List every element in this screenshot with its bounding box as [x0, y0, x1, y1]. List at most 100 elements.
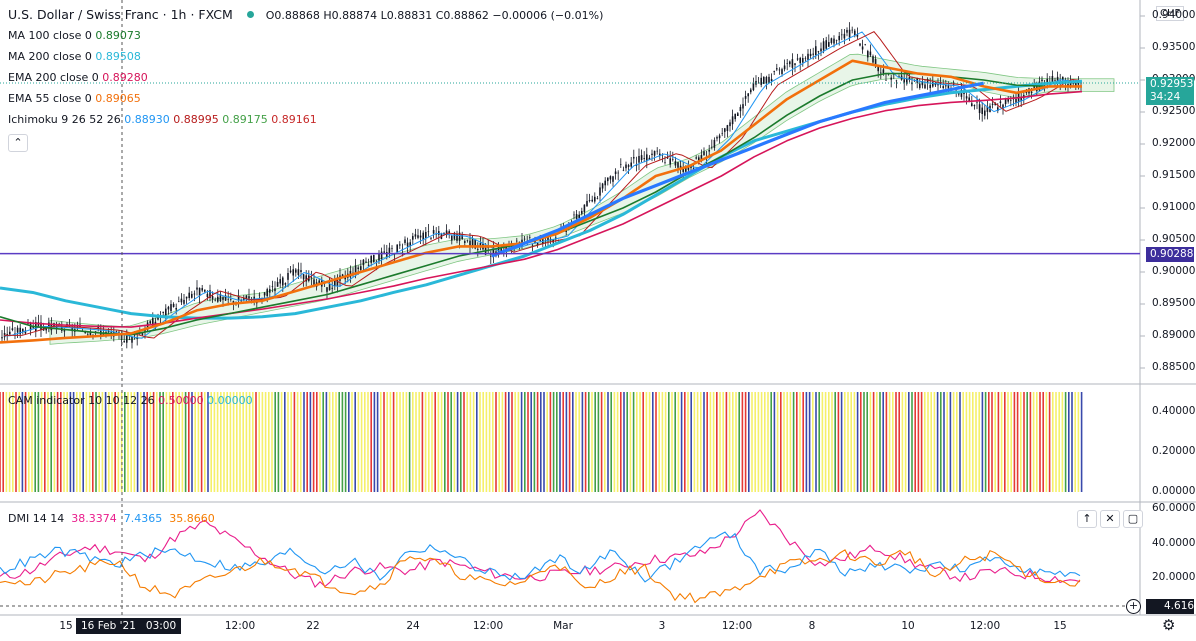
- candle-body: [807, 53, 809, 60]
- indicator-value: 0.89073: [95, 29, 141, 42]
- dmi-label: DMI 14 14: [8, 512, 65, 525]
- candle-body: [890, 77, 892, 80]
- candle-body: [22, 328, 24, 332]
- price-lines: [0, 31, 1083, 344]
- candle-body: [300, 270, 302, 272]
- time-tick-label: 12:00: [969, 620, 1001, 632]
- candle-body: [1015, 98, 1017, 103]
- candle-body: [227, 298, 229, 300]
- indicator-value: 0.89161: [271, 113, 317, 126]
- candle-body: [976, 101, 978, 103]
- candle-body: [367, 264, 370, 266]
- candle-body: [414, 234, 417, 237]
- candle-body: [802, 58, 804, 63]
- candle-body: [128, 339, 131, 340]
- candle-body: [542, 237, 544, 245]
- candle-body: [617, 172, 619, 174]
- gear-icon[interactable]: ⚙: [1162, 616, 1176, 634]
- candle-body: [318, 280, 320, 285]
- candle-body: [19, 327, 21, 335]
- candle-body: [817, 51, 820, 53]
- candle-body: [419, 235, 422, 238]
- indicator-legend[interactable]: EMA 55 close 0 0.89065: [8, 92, 141, 106]
- candle-body: [919, 83, 921, 88]
- candle-body: [425, 231, 427, 238]
- price-tick-label: 0.93500: [1152, 41, 1196, 53]
- plus-circle-icon[interactable]: +: [1126, 599, 1141, 614]
- maximize-icon[interactable]: ▢: [1123, 510, 1143, 528]
- time-tick-label: 24: [406, 620, 420, 632]
- candle-body: [191, 293, 193, 298]
- candle-body: [739, 106, 742, 112]
- time-tick-label: Mar: [553, 620, 573, 632]
- candle-body: [885, 79, 887, 81]
- cam-legend[interactable]: CAM indicator 10 10 12 26 0.50000 0.0000…: [8, 394, 253, 408]
- candle-body: [360, 266, 362, 270]
- candle-body: [399, 244, 401, 246]
- candle-body: [591, 199, 593, 202]
- dmi-legend[interactable]: DMI 14 14 38.3374 7.4365 35.8660: [8, 512, 215, 526]
- trend-line: [491, 81, 984, 258]
- candle-body: [344, 276, 346, 280]
- cam-label: CAM indicator 10 10 12 26: [8, 394, 155, 407]
- candle-body: [833, 38, 835, 44]
- currency-label[interactable]: CHF: [1156, 6, 1185, 21]
- candle-body: [123, 341, 125, 343]
- candle-body: [269, 289, 271, 293]
- dmi-line--DI: [0, 531, 1081, 583]
- indicator-value: 0.89280: [102, 71, 148, 84]
- candle-body: [443, 232, 445, 234]
- candle-body: [708, 149, 710, 152]
- candle-body: [523, 238, 526, 240]
- candle-body: [854, 30, 856, 36]
- candle-body: [11, 328, 14, 330]
- close-icon[interactable]: ✕: [1100, 510, 1120, 528]
- indicator-legend[interactable]: MA 100 close 0 0.89073: [8, 29, 141, 43]
- arrow-up-icon[interactable]: ↑: [1077, 510, 1097, 528]
- dmi-line-ADX: [0, 549, 1081, 604]
- candle-body: [131, 336, 133, 343]
- candle-body: [685, 165, 687, 172]
- candle-body: [713, 139, 716, 148]
- candle-body: [674, 161, 677, 166]
- candle-body: [578, 214, 580, 219]
- candle-body: [666, 157, 669, 159]
- candle-body: [926, 79, 929, 84]
- candle-body: [258, 294, 261, 296]
- candle-body: [978, 104, 981, 114]
- candle-body: [965, 96, 968, 99]
- candle-body: [929, 84, 931, 89]
- symbol-legend[interactable]: U.S. Dollar / Swiss Franc · 1h · FXCM O0…: [8, 8, 603, 23]
- candle-body: [903, 79, 905, 83]
- market-open-dot: [246, 11, 254, 18]
- dmi-tick-label: 60.0000: [1152, 502, 1196, 515]
- candle-body: [692, 168, 695, 170]
- symbol-title[interactable]: U.S. Dollar / Swiss Franc · 1h · FXCM: [8, 7, 233, 22]
- candle-body: [274, 288, 276, 292]
- candle-body: [1012, 98, 1015, 100]
- candle-body: [126, 335, 128, 343]
- candle-body: [669, 158, 671, 165]
- candle-body: [682, 167, 684, 172]
- dmi-value-1: 38.3374: [71, 512, 117, 525]
- indicator-legend[interactable]: MA 200 close 0 0.89508: [8, 50, 141, 64]
- collapse-legend-button[interactable]: ⌃: [8, 134, 28, 152]
- candle-body: [412, 236, 414, 240]
- candle-body: [1004, 98, 1007, 105]
- dmi-tick-label: 20.0000: [1152, 570, 1196, 583]
- indicator-label: EMA 55 close 0: [8, 92, 96, 105]
- candle-body: [947, 85, 950, 89]
- candle-body: [175, 307, 177, 310]
- dmi-lines: [0, 509, 1081, 604]
- candle-body: [1007, 98, 1009, 102]
- candle-body: [63, 330, 66, 332]
- candle-body: [180, 298, 183, 303]
- candle-body: [630, 162, 632, 167]
- candle-body: [188, 292, 190, 299]
- candle-body: [370, 255, 372, 263]
- indicator-legend[interactable]: Ichimoku 9 26 52 26 0.88930 0.88995 0.89…: [8, 113, 317, 127]
- candle-body: [843, 33, 846, 39]
- candle-body: [908, 77, 911, 81]
- indicator-legend[interactable]: EMA 200 close 0 0.89280: [8, 71, 148, 85]
